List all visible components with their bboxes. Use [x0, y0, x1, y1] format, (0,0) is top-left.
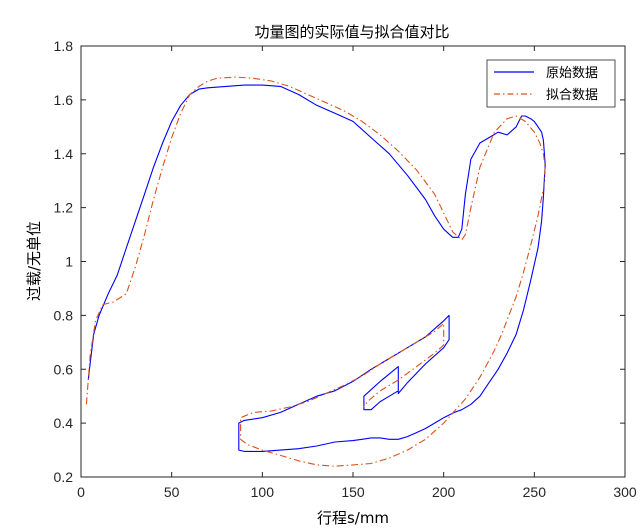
x-axis-label: 行程s/mm [317, 509, 389, 527]
x-axis-ticks: 0 50 100 150 200 250 300 [77, 46, 637, 500]
y-tick-label: 0.8 [54, 307, 74, 323]
x-tick-label: 300 [613, 484, 637, 500]
y-axis-label: 过载/无单位 [25, 221, 43, 301]
y-tick-label: 1.6 [54, 92, 74, 108]
plot-area: 0 50 100 150 200 250 300 0.2 0.4 0.6 0.8 1 1.2 1.4 1.… [54, 38, 637, 500]
y-tick-label: 0.6 [54, 361, 74, 377]
legend-box [486, 59, 616, 108]
legend-label-original: 原始数据 [546, 66, 598, 81]
legend: 原始数据 拟合数据 [486, 59, 616, 108]
y-tick-label: 1 [65, 254, 73, 270]
x-tick-label: 50 [164, 484, 180, 500]
y-tick-label: 0.2 [54, 469, 74, 485]
series-line-fitted [85, 76, 546, 467]
x-tick-label: 250 [523, 484, 547, 500]
y-tick-label: 1.2 [54, 200, 74, 216]
axes-box [80, 45, 626, 478]
y-tick-label: 0.4 [54, 415, 74, 431]
chart-title: 功量图的实际值与拟合值对比 [254, 23, 449, 41]
x-tick-label: 200 [432, 484, 456, 500]
series-layer [85, 76, 546, 467]
y-axis-ticks: 0.2 0.4 0.6 0.8 1 1.2 1.4 1.6 1.8 [54, 38, 625, 485]
y-tick-label: 1.8 [54, 38, 74, 54]
legend-label-fitted: 拟合数据 [546, 88, 598, 103]
x-tick-label: 150 [341, 484, 365, 500]
y-tick-label: 1.4 [54, 146, 74, 162]
x-tick-label: 0 [77, 484, 85, 500]
x-tick-label: 100 [251, 484, 275, 500]
